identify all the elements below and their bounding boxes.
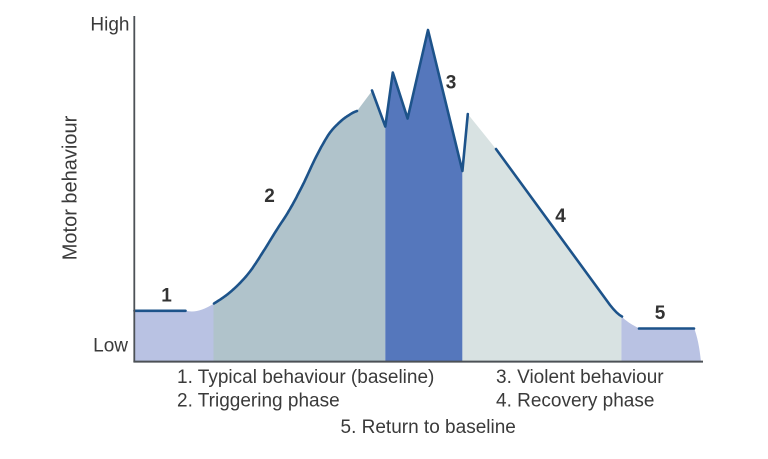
svg-text:2: 2 (264, 186, 275, 207)
svg-text:Motor behaviour: Motor behaviour (60, 115, 82, 260)
svg-text:1. Typical behaviour (baseline: 1. Typical behaviour (baseline) (177, 367, 434, 388)
svg-text:High: High (90, 15, 129, 36)
svg-text:2. Triggering phase: 2. Triggering phase (177, 391, 340, 412)
svg-text:3. Violent behaviour: 3. Violent behaviour (496, 367, 664, 388)
svg-text:Low: Low (93, 336, 128, 357)
svg-text:4: 4 (555, 206, 566, 227)
svg-text:3: 3 (446, 73, 457, 94)
svg-text:5. Return to baseline: 5. Return to baseline (341, 417, 516, 438)
svg-text:1: 1 (161, 286, 172, 307)
svg-text:5: 5 (655, 303, 666, 324)
svg-text:4. Recovery phase: 4. Recovery phase (496, 391, 654, 412)
